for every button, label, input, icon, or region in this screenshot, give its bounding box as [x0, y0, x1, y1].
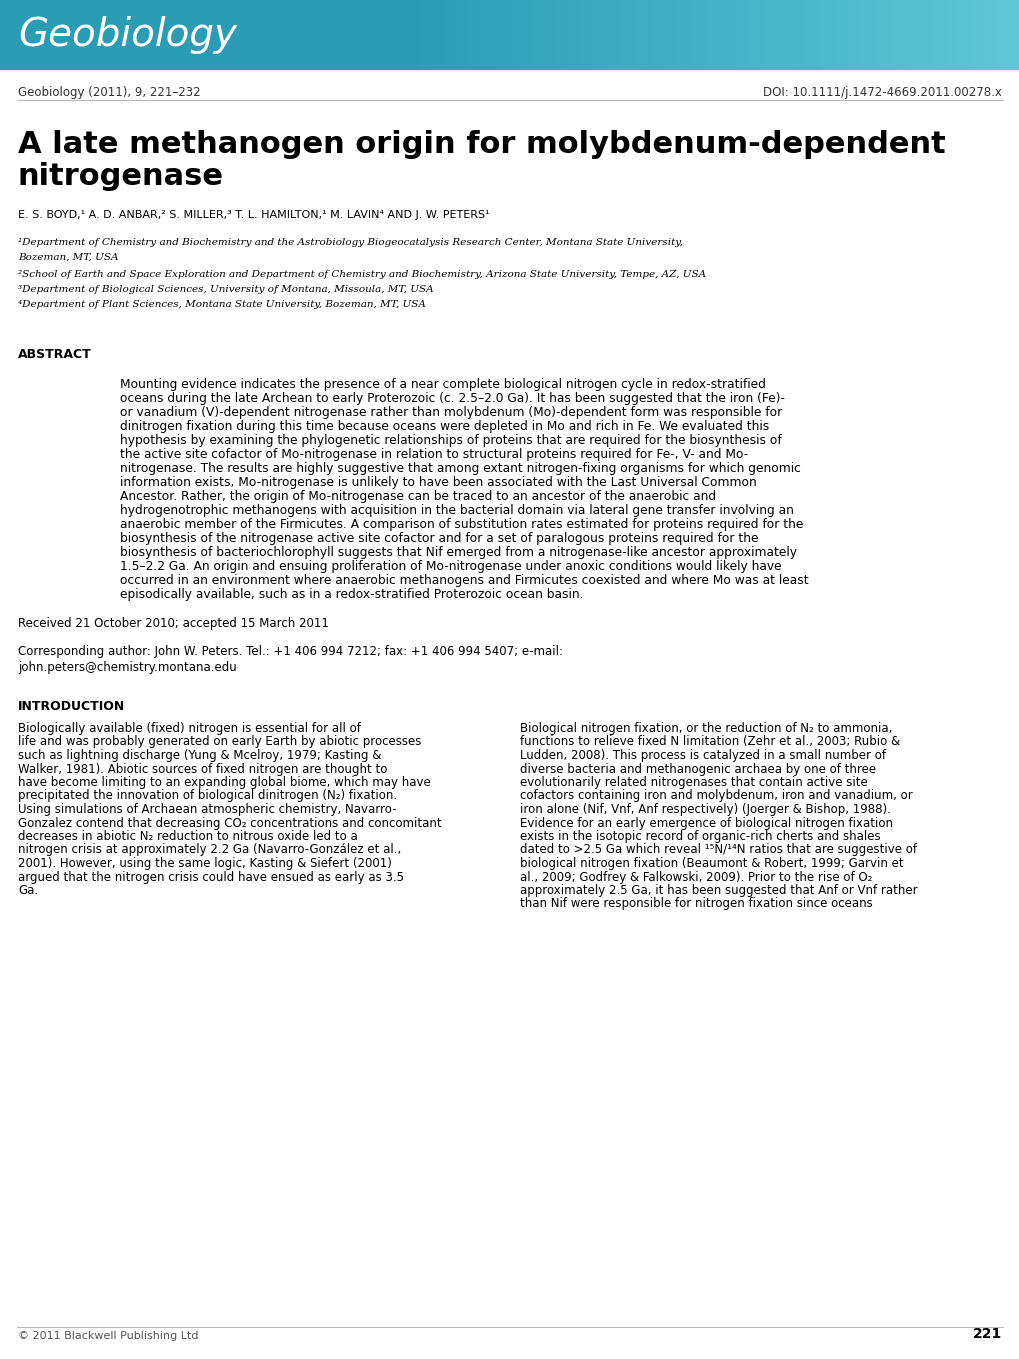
Text: approximately 2.5 Ga, it has been suggested that Anf or Vnf rather: approximately 2.5 Ga, it has been sugges… [520, 883, 917, 897]
Text: nitrogen crisis at approximately 2.2 Ga (Navarro-González et al.,: nitrogen crisis at approximately 2.2 Ga … [18, 844, 400, 856]
Text: © 2011 Blackwell Publishing Ltd: © 2011 Blackwell Publishing Ltd [18, 1330, 199, 1341]
Text: than Nif were responsible for nitrogen fixation since oceans: than Nif were responsible for nitrogen f… [520, 897, 872, 911]
Text: Biological nitrogen fixation, or the reduction of N₂ to ammonia,: Biological nitrogen fixation, or the red… [520, 722, 892, 735]
Text: INTRODUCTION: INTRODUCTION [18, 700, 125, 713]
Text: Walker, 1981). Abiotic sources of fixed nitrogen are thought to: Walker, 1981). Abiotic sources of fixed … [18, 762, 387, 776]
Text: nitrogenase. The results are highly suggestive that among extant nitrogen-fixing: nitrogenase. The results are highly sugg… [120, 462, 800, 476]
Text: 1.5–2.2 Ga. An origin and ensuing proliferation of Mo-nitrogenase under anoxic c: 1.5–2.2 Ga. An origin and ensuing prolif… [120, 560, 781, 573]
Text: evolutionarily related nitrogenases that contain active site: evolutionarily related nitrogenases that… [520, 776, 867, 790]
Text: Biologically available (fixed) nitrogen is essential for all of: Biologically available (fixed) nitrogen … [18, 722, 361, 735]
Text: or vanadium (V)-dependent nitrogenase rather than molybdenum (Mo)-dependent form: or vanadium (V)-dependent nitrogenase ra… [120, 406, 782, 419]
Text: Using simulations of Archaean atmospheric chemistry, Navarro-: Using simulations of Archaean atmospheri… [18, 803, 396, 815]
Text: ³Department of Biological Sciences, University of Montana, Missoula, MT, USA: ³Department of Biological Sciences, Univ… [18, 285, 433, 294]
Text: anaerobic member of the Firmicutes. A comparison of substitution rates estimated: anaerobic member of the Firmicutes. A co… [120, 518, 803, 531]
Text: have become limiting to an expanding global biome, which may have: have become limiting to an expanding glo… [18, 776, 430, 790]
Text: episodically available, such as in a redox-stratified Proterozoic ocean basin.: episodically available, such as in a red… [120, 588, 583, 601]
Text: decreases in abiotic N₂ reduction to nitrous oxide led to a: decreases in abiotic N₂ reduction to nit… [18, 830, 358, 843]
Text: ¹Department of Chemistry and Biochemistry and the Astrobiology Biogeocatalysis R: ¹Department of Chemistry and Biochemistr… [18, 238, 683, 247]
Text: 2001). However, using the same logic, Kasting & Siefert (2001): 2001). However, using the same logic, Ka… [18, 858, 391, 870]
Text: dinitrogen fixation during this time because oceans were depleted in Mo and rich: dinitrogen fixation during this time bec… [120, 420, 768, 434]
Text: oceans during the late Archean to early Proterozoic (c. 2.5–2.0 Ga). It has been: oceans during the late Archean to early … [120, 391, 785, 405]
Text: iron alone (Nif, Vnf, Anf respectively) (Joerger & Bishop, 1988).: iron alone (Nif, Vnf, Anf respectively) … [520, 803, 890, 815]
Text: Bozeman, MT, USA: Bozeman, MT, USA [18, 253, 118, 262]
Text: ⁴Department of Plant Sciences, Montana State University, Bozeman, MT, USA: ⁴Department of Plant Sciences, Montana S… [18, 300, 426, 308]
Text: Corresponding author: John W. Peters. Tel.: +1 406 994 7212; fax: +1 406 994 540: Corresponding author: John W. Peters. Te… [18, 646, 562, 658]
Text: functions to relieve fixed N limitation (Zehr et al., 2003; Rubio &: functions to relieve fixed N limitation … [520, 735, 899, 749]
Text: john.peters@chemistry.montana.edu: john.peters@chemistry.montana.edu [18, 660, 236, 674]
Text: cofactors containing iron and molybdenum, iron and vanadium, or: cofactors containing iron and molybdenum… [520, 790, 912, 803]
Text: Ludden, 2008). This process is catalyzed in a small number of: Ludden, 2008). This process is catalyzed… [520, 749, 886, 762]
Text: Geobiology: Geobiology [18, 16, 236, 54]
Text: precipitated the innovation of biological dinitrogen (N₂) fixation.: precipitated the innovation of biologica… [18, 790, 396, 803]
Text: Ga.: Ga. [18, 883, 38, 897]
Text: life and was probably generated on early Earth by abiotic processes: life and was probably generated on early… [18, 735, 421, 749]
Text: hydrogenotrophic methanogens with acquisition in the bacterial domain via latera: hydrogenotrophic methanogens with acquis… [120, 504, 793, 516]
Text: E. S. BOYD,¹ A. D. ANBAR,² S. MILLER,³ T. L. HAMILTON,¹ M. LAVIN⁴ AND J. W. PETE: E. S. BOYD,¹ A. D. ANBAR,² S. MILLER,³ T… [18, 211, 489, 220]
Text: such as lightning discharge (Yung & Mcelroy, 1979; Kasting &: such as lightning discharge (Yung & Mcel… [18, 749, 381, 762]
Text: ABSTRACT: ABSTRACT [18, 348, 92, 361]
Text: 221: 221 [972, 1326, 1001, 1341]
Text: Ancestor. Rather, the origin of Mo-nitrogenase can be traced to an ancestor of t: Ancestor. Rather, the origin of Mo-nitro… [120, 491, 715, 503]
Text: exists in the isotopic record of organic-rich cherts and shales: exists in the isotopic record of organic… [520, 830, 879, 843]
Text: Received 21 October 2010; accepted 15 March 2011: Received 21 October 2010; accepted 15 Ma… [18, 617, 328, 631]
Text: ²School of Earth and Space Exploration and Department of Chemistry and Biochemis: ²School of Earth and Space Exploration a… [18, 270, 705, 279]
Text: DOI: 10.1111/j.1472-4669.2011.00278.x: DOI: 10.1111/j.1472-4669.2011.00278.x [762, 86, 1001, 99]
Text: dated to >2.5 Ga which reveal ¹⁵N/¹⁴N ratios that are suggestive of: dated to >2.5 Ga which reveal ¹⁵N/¹⁴N ra… [520, 844, 916, 856]
Text: hypothesis by examining the phylogenetic relationships of proteins that are requ: hypothesis by examining the phylogenetic… [120, 434, 781, 447]
Text: information exists, Mo-nitrogenase is unlikely to have been associated with the : information exists, Mo-nitrogenase is un… [120, 476, 756, 489]
Text: Gonzalez contend that decreasing CO₂ concentrations and concomitant: Gonzalez contend that decreasing CO₂ con… [18, 817, 441, 829]
Text: occurred in an environment where anaerobic methanogens and Firmicutes coexisted : occurred in an environment where anaerob… [120, 573, 808, 587]
Text: Mounting evidence indicates the presence of a near complete biological nitrogen : Mounting evidence indicates the presence… [120, 378, 765, 391]
Text: biosynthesis of bacteriochlorophyll suggests that Nif emerged from a nitrogenase: biosynthesis of bacteriochlorophyll sugg… [120, 546, 796, 559]
Text: al., 2009; Godfrey & Falkowski, 2009). Prior to the rise of O₂: al., 2009; Godfrey & Falkowski, 2009). P… [520, 871, 871, 883]
Text: biological nitrogen fixation (Beaumont & Robert, 1999; Garvin et: biological nitrogen fixation (Beaumont &… [520, 858, 903, 870]
Text: nitrogenase: nitrogenase [18, 162, 224, 192]
Text: the active site cofactor of Mo-nitrogenase in relation to structural proteins re: the active site cofactor of Mo-nitrogena… [120, 448, 748, 461]
Text: Geobiology (2011), 9, 221–232: Geobiology (2011), 9, 221–232 [18, 86, 201, 99]
Text: A late methanogen origin for molybdenum-dependent: A late methanogen origin for molybdenum-… [18, 130, 945, 159]
Text: Evidence for an early emergence of biological nitrogen fixation: Evidence for an early emergence of biolo… [520, 817, 892, 829]
Text: diverse bacteria and methanogenic archaea by one of three: diverse bacteria and methanogenic archae… [520, 762, 875, 776]
Text: biosynthesis of the nitrogenase active site cofactor and for a set of paralogous: biosynthesis of the nitrogenase active s… [120, 531, 758, 545]
Text: argued that the nitrogen crisis could have ensued as early as 3.5: argued that the nitrogen crisis could ha… [18, 871, 404, 883]
